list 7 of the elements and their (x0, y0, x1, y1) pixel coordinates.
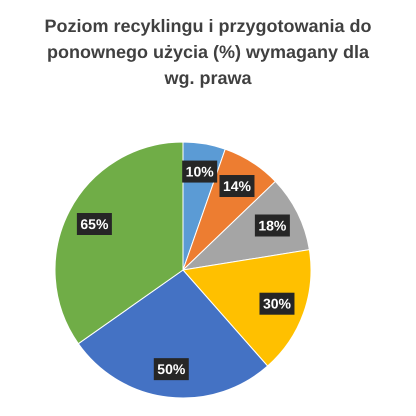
data-label: 14% (222, 178, 252, 194)
chart-title: Poziom recyklingu i przygotowania do ponownego użycia (%) wymagany dla wg. prawa (44, 16, 372, 88)
data-label: 30% (262, 296, 292, 312)
data-label: 10% (186, 164, 214, 180)
data-label: 50% (157, 361, 186, 378)
data-label: 18% (258, 217, 287, 234)
data-label: 65% (80, 216, 109, 232)
